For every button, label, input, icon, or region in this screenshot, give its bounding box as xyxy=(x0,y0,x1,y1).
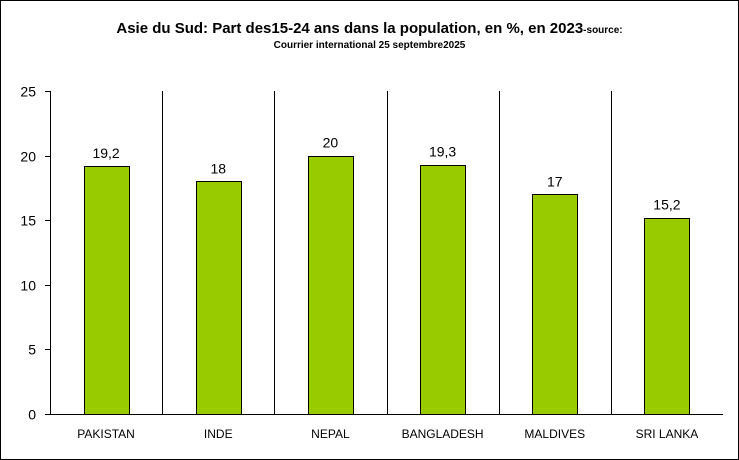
chart-subtitle: Courrier international 25 septembre2025 xyxy=(273,40,466,51)
x-tick-label: INDE xyxy=(204,427,233,441)
data-label: 19,2 xyxy=(92,145,119,161)
bar-sri-lanka xyxy=(644,218,690,415)
x-tick-label: SRI LANKA xyxy=(636,427,699,441)
x-tick-label: MALDIVES xyxy=(524,427,585,441)
bar-maldives xyxy=(532,194,578,415)
y-tick-label: 15 xyxy=(20,213,36,229)
bar-pakistan xyxy=(84,166,130,415)
bar-nepal xyxy=(308,156,354,415)
data-label: 19,3 xyxy=(429,144,456,160)
y-tick-label: 25 xyxy=(20,84,36,100)
x-tick-label: BANGLADESH xyxy=(402,427,484,441)
data-label: 15,2 xyxy=(653,197,680,213)
x-tick-label: NEPAL xyxy=(311,427,350,441)
chart-title: Asie du Sud: Part des15-24 ans dans la p… xyxy=(0,20,739,38)
data-label: 17 xyxy=(547,173,563,189)
y-tick-label: 20 xyxy=(20,149,36,165)
y-tick-label: 5 xyxy=(28,342,36,358)
x-tick-label: PAKISTAN xyxy=(77,427,135,441)
chart-title-source-prefix: -source: xyxy=(583,25,623,36)
y-tick-label: 10 xyxy=(20,278,36,294)
data-label: 20 xyxy=(323,135,339,151)
bar-bangladesh xyxy=(420,165,466,415)
bar-inde xyxy=(196,181,242,415)
data-label: 18 xyxy=(210,160,226,176)
y-tick-label: 0 xyxy=(28,407,36,423)
chart-title-main: Asie du Sud: Part des15-24 ans dans la p… xyxy=(116,20,584,37)
